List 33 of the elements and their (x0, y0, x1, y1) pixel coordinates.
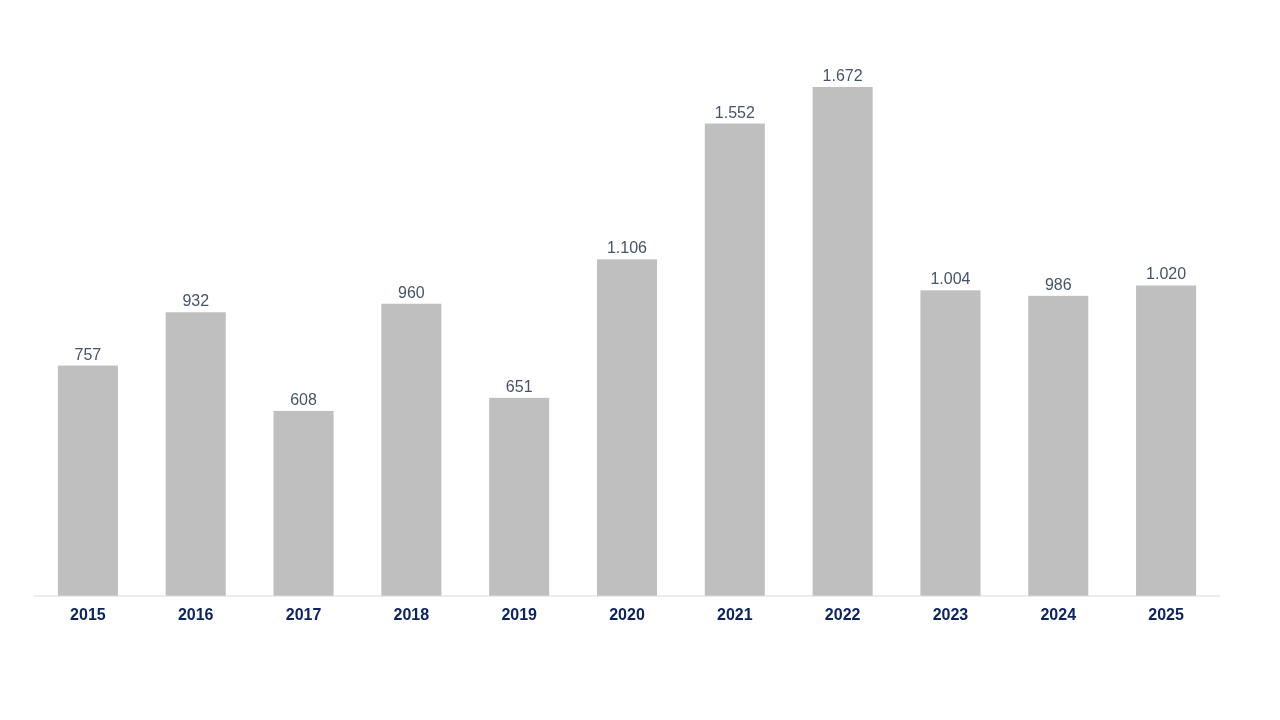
x-tick-label: 2024 (1040, 606, 1077, 623)
bar (489, 397, 550, 596)
x-tick-label: 2025 (1148, 606, 1184, 623)
data-label: 608 (290, 390, 317, 408)
data-label: 1.020 (1146, 265, 1187, 283)
data-label: 960 (398, 283, 425, 301)
data-label: 1.552 (714, 103, 755, 121)
bar (1028, 295, 1089, 596)
x-tick-label: 2019 (501, 606, 538, 623)
x-tick-label: 2021 (717, 606, 753, 623)
x-tick-label: 2017 (285, 606, 322, 623)
x-tick-label: 2022 (824, 606, 861, 623)
x-tick-label: 2015 (70, 606, 106, 623)
data-label: 651 (505, 377, 533, 395)
bar (920, 290, 981, 596)
x-tick-label: 2018 (393, 606, 430, 623)
data-label: 757 (74, 345, 102, 363)
bar (812, 87, 873, 596)
data-label: 1.004 (930, 270, 971, 288)
x-tick-label: 2020 (609, 606, 645, 623)
bar (273, 410, 334, 596)
data-label: 1.106 (606, 239, 648, 257)
bar (704, 123, 765, 596)
data-label: 1.672 (822, 67, 863, 84)
bar (381, 303, 442, 596)
data-label: 932 (182, 292, 210, 310)
bar (57, 365, 118, 596)
bar (1136, 285, 1197, 596)
data-label: 986 (1044, 275, 1072, 293)
x-tick-label: 2016 (177, 606, 214, 623)
x-tick-label: 2023 (932, 606, 969, 623)
bar (165, 312, 226, 596)
bar (596, 259, 658, 596)
